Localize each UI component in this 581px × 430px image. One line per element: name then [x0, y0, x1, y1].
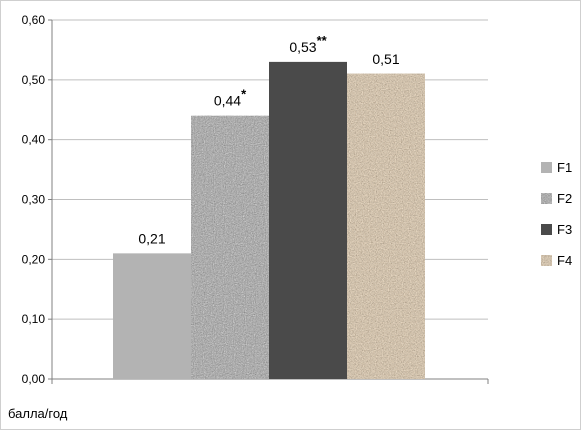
- legend: F1 F2 F3 F4: [541, 160, 572, 268]
- data-label-f3: 0,53**: [289, 33, 327, 55]
- data-label-f2: 0,44*: [214, 87, 247, 109]
- legend-swatch-f3: [541, 224, 552, 235]
- legend-label-f2: F2: [557, 191, 572, 206]
- data-label-f1: 0,21: [138, 230, 165, 246]
- legend-label-f3: F3: [557, 222, 572, 237]
- significance-marker: *: [241, 87, 247, 102]
- y-tick-label: 0,50: [22, 73, 46, 87]
- y-tick-label: 0,00: [22, 372, 46, 386]
- legend-swatch-texture: [541, 255, 552, 266]
- legend-swatch-f1: [541, 162, 552, 173]
- data-labels: 0,21 0,44* 0,53** 0,51: [138, 33, 399, 246]
- y-tick-label: 0,30: [22, 193, 46, 207]
- y-tick-label: 0,60: [22, 13, 46, 27]
- y-tick-label: 0,40: [22, 133, 46, 147]
- legend-label-f1: F1: [557, 160, 572, 175]
- significance-marker: **: [317, 33, 328, 48]
- y-axis-unit-label: балла/год: [8, 406, 68, 421]
- bar-texture-f2: [191, 115, 269, 379]
- data-label-f4: 0,51: [372, 51, 399, 67]
- y-tick-label: 0,20: [22, 252, 46, 266]
- legend-swatch-texture: [541, 193, 552, 204]
- legend-label-f4: F4: [557, 253, 572, 268]
- bar-texture-f4: [347, 73, 425, 379]
- y-tick-label: 0,10: [22, 312, 46, 326]
- bars: [113, 61, 425, 380]
- bar-f1: [113, 253, 191, 379]
- bar-f3: [269, 61, 347, 380]
